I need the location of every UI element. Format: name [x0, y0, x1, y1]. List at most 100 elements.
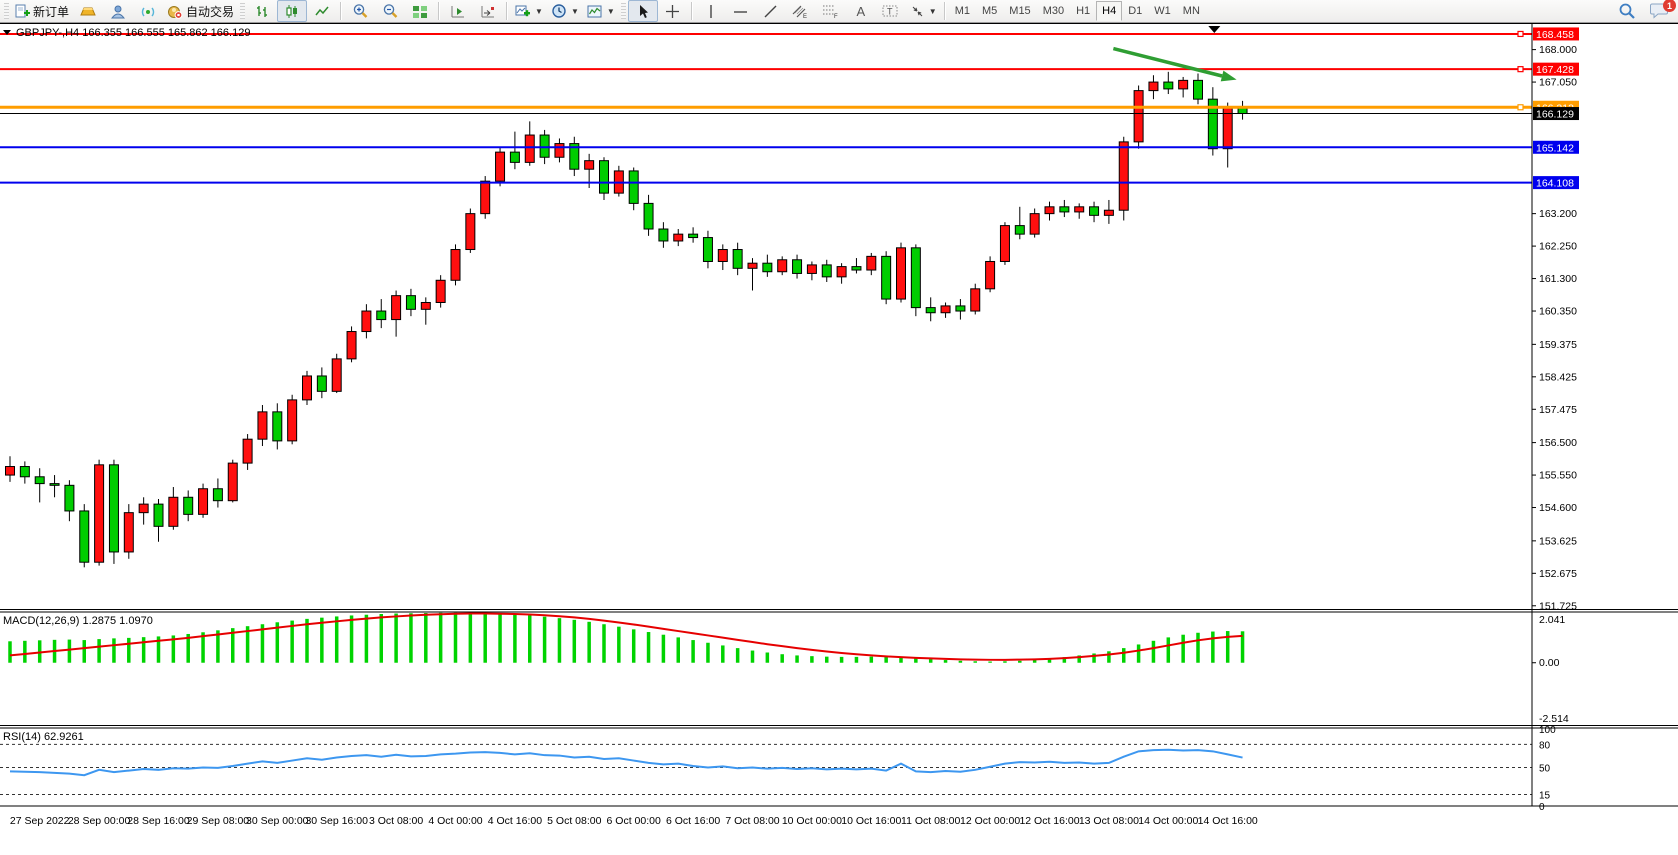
timeframe-M15[interactable]: M15: [1009, 5, 1031, 17]
hline-handle[interactable]: [1517, 104, 1524, 111]
auto-trading-label: 自动交易: [186, 4, 235, 19]
cursor-tool-button[interactable]: [627, 0, 658, 22]
macd-bar: [216, 630, 220, 663]
candle: [1089, 206, 1100, 216]
search-icon[interactable]: [1618, 2, 1636, 20]
macd-bar: [735, 648, 740, 663]
zoom-out-button[interactable]: [375, 0, 405, 22]
timeframe-MN[interactable]: MN: [1182, 5, 1200, 17]
trendline-tool-button[interactable]: [756, 0, 786, 22]
candle: [524, 134, 535, 163]
fibonacci-tool-button[interactable]: F: [816, 0, 846, 22]
rsi-panel[interactable]: RSI(14) 62.9261: [0, 731, 1532, 795]
main-price-panel[interactable]: GBPJPY-,H4 166.355 166.555 165.862 166.1…: [0, 26, 1532, 568]
dropdown-caret-icon[interactable]: ▼: [606, 6, 615, 16]
auto-scroll-button[interactable]: [473, 0, 503, 22]
price-tick-label: 154.600: [1539, 502, 1577, 514]
timeframe-M1[interactable]: M1: [954, 5, 970, 17]
timeframe-D1[interactable]: D1: [1128, 5, 1143, 17]
toolbar-grip[interactable]: [620, 3, 626, 19]
bar-chart-button[interactable]: [247, 0, 277, 22]
zoom-in-button[interactable]: [345, 0, 375, 22]
hline-objects[interactable]: [0, 30, 1532, 184]
candle: [1133, 90, 1144, 143]
macd-bar: [483, 613, 487, 663]
svg-text:166.129: 166.129: [1536, 109, 1574, 121]
candle: [896, 247, 906, 300]
toolbar-grip[interactable]: [4, 3, 9, 19]
macd-bar: [1122, 648, 1126, 663]
new-order-button[interactable]: 新订单: [11, 0, 73, 22]
macd-bar: [691, 640, 695, 663]
candle: [1193, 79, 1203, 100]
timeframe-W1[interactable]: W1: [1154, 5, 1171, 17]
timeframe-H1[interactable]: H1: [1076, 5, 1091, 17]
hline-handle[interactable]: [1517, 30, 1524, 38]
auto-trading-icon: [167, 4, 183, 19]
horizontal-line-tool-button[interactable]: [726, 0, 756, 22]
macd-bar: [676, 637, 680, 663]
macd-bar: [1107, 651, 1111, 663]
toolbar-grip[interactable]: [240, 3, 246, 19]
templates-button[interactable]: ▼: [583, 0, 619, 22]
candle: [762, 262, 773, 273]
time-label: 28 Sep 00:00: [68, 815, 131, 827]
periods-button[interactable]: ▼: [547, 0, 583, 22]
chart-menu-marker[interactable]: [3, 30, 11, 35]
macd-bar: [1003, 661, 1007, 663]
timeframe-switcher: M1 M5 M15 M30 H1 H4 D1 W1 MN: [949, 1, 1206, 21]
horizontal-line-icon: [733, 4, 748, 19]
vertical-line-tool-button[interactable]: [696, 0, 726, 22]
auto-trading-button[interactable]: 自动交易: [163, 0, 238, 22]
macd-panel[interactable]: MACD(12,26,9) 1.2875 1.0970: [3, 612, 1245, 663]
macd-bar: [528, 615, 532, 663]
time-label: 12 Oct 00:00: [960, 815, 1020, 827]
candle: [554, 143, 565, 158]
timeframe-H4[interactable]: H4: [1096, 1, 1123, 21]
timeframe-M30[interactable]: M30: [1042, 5, 1065, 17]
price-axis[interactable]: 168.458167.428166.313166.129165.142164.1…: [1531, 23, 1579, 813]
tile-windows-button[interactable]: [405, 0, 435, 22]
macd-bar: [513, 614, 517, 663]
macd-bar: [854, 656, 859, 663]
candle: [79, 510, 90, 563]
text-label-tool-button[interactable]: T: [876, 0, 906, 22]
chart-canvas[interactable]: GBPJPY-,H4 166.355 166.555 165.862 166.1…: [0, 23, 1678, 855]
trend-arrow-annotation[interactable]: [1112, 46, 1237, 82]
crosshair-tool-button[interactable]: [658, 0, 688, 22]
macd-bar: [928, 659, 933, 663]
macd-bar: [438, 612, 443, 663]
dropdown-caret-icon[interactable]: ▼: [928, 6, 937, 16]
macd-bar: [557, 618, 562, 663]
dropdown-caret-icon[interactable]: ▼: [535, 6, 543, 16]
svg-text:F: F: [834, 14, 838, 19]
chart-shift-button[interactable]: [443, 0, 473, 22]
time-label: 14 Oct 16:00: [1198, 815, 1258, 827]
signal-button[interactable]: [133, 0, 163, 22]
candlestick-chart-button[interactable]: [277, 0, 308, 22]
equidistant-channel-tool-button[interactable]: E: [786, 0, 816, 22]
history-center-button[interactable]: [73, 0, 103, 22]
time-label: 4 Oct 00:00: [428, 815, 482, 827]
text-tool-button[interactable]: A: [846, 0, 876, 22]
arrows-tool-button[interactable]: ▼: [906, 0, 941, 22]
timeframe-M5[interactable]: M5: [982, 5, 998, 17]
toolbar-separator: [340, 2, 343, 20]
notifications-button[interactable]: 1: [1650, 0, 1676, 21]
dropdown-caret-icon[interactable]: ▼: [570, 6, 579, 16]
indicators-button[interactable]: ▼: [511, 0, 547, 22]
macd-bar: [23, 640, 27, 663]
line-chart-button[interactable]: [307, 0, 337, 22]
line-end-marker[interactable]: [1208, 26, 1221, 33]
time-label: 5 Oct 08:00: [547, 815, 601, 827]
metaeditor-button[interactable]: [103, 0, 133, 22]
candle: [509, 151, 520, 163]
candle: [34, 476, 45, 485]
candle: [94, 464, 105, 563]
hline-handle[interactable]: [1517, 66, 1524, 73]
auto-scroll-icon: [480, 4, 496, 19]
arrows-icon: [910, 4, 925, 19]
chart-window[interactable]: GBPJPY-,H4 166.355 166.555 165.862 166.1…: [0, 23, 1678, 855]
candle: [985, 260, 996, 290]
